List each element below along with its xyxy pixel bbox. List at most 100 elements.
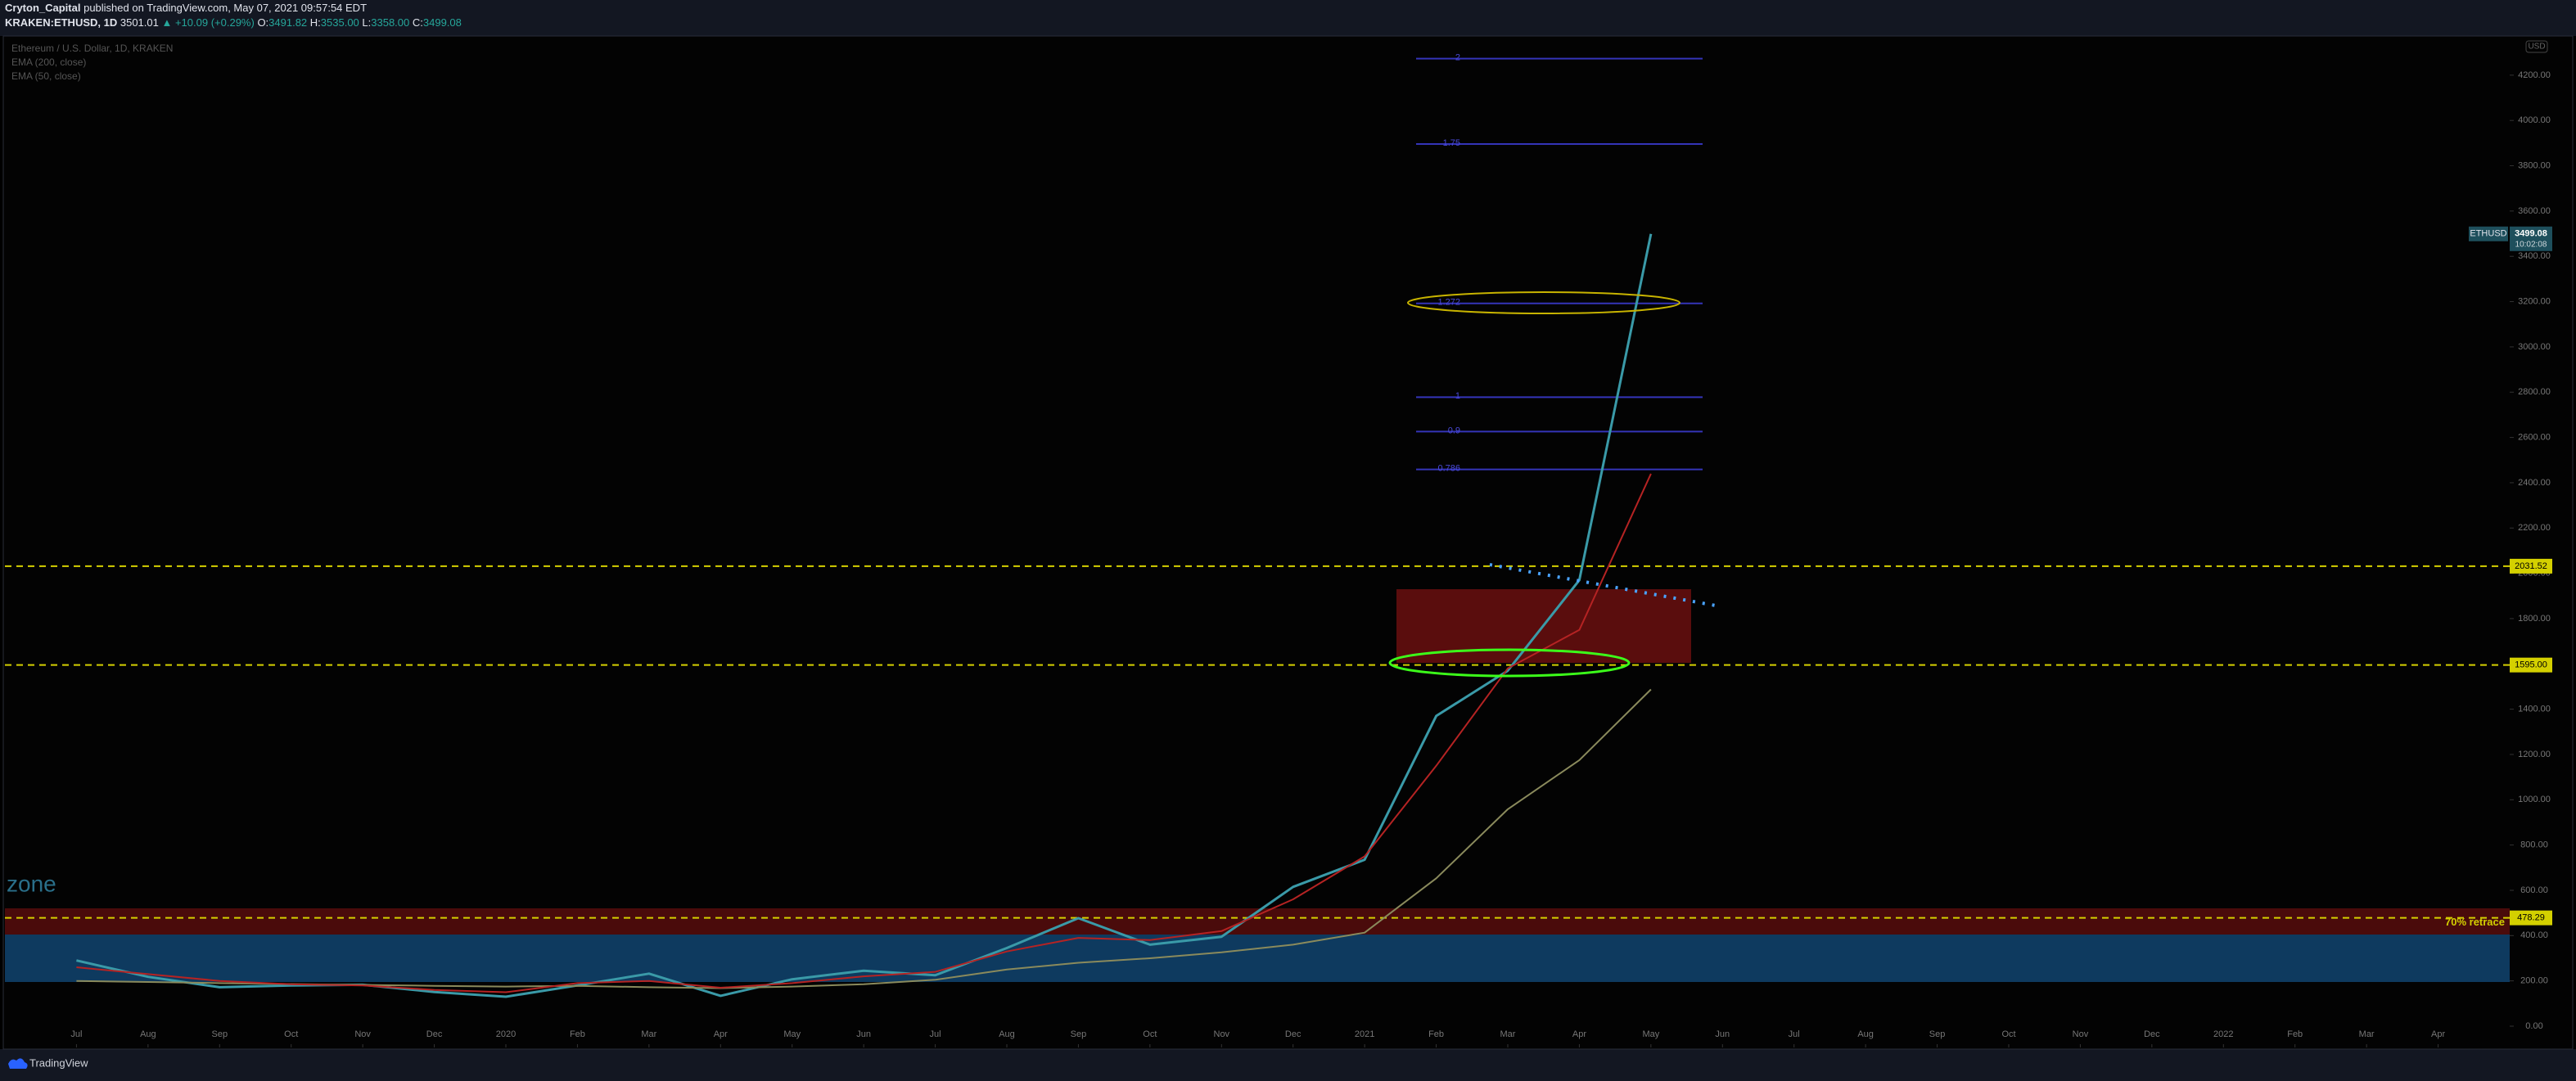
series-line <box>76 473 1652 993</box>
x-tick-label: Jul <box>1789 1029 1800 1039</box>
support-ellipse <box>1388 648 1631 678</box>
x-tick-label: May <box>1642 1029 1659 1039</box>
y-tick-label: 1400.00 <box>2518 705 2551 714</box>
y-tick-label: 3000.00 <box>2518 342 2551 352</box>
y-tick-label: 400.00 <box>2520 930 2548 940</box>
y-tick-label: 4200.00 <box>2518 70 2551 80</box>
x-tick-label: Aug <box>999 1029 1015 1039</box>
x-tick-label: Sep <box>211 1029 228 1039</box>
h-label: H: <box>310 16 321 29</box>
x-tick-label: Oct <box>284 1029 298 1039</box>
published: published on TradingView.com, May 07, 20… <box>83 2 367 14</box>
x-tick-label: 2022 <box>2213 1029 2233 1039</box>
last-price-value: 3499.08 <box>2515 229 2547 239</box>
x-tick-label: Nov <box>2073 1029 2089 1039</box>
header-line-1: Cryton_Capital published on TradingView.… <box>5 2 367 14</box>
x-tick-label: May <box>783 1029 801 1039</box>
y-tick-label: 3600.00 <box>2518 206 2551 216</box>
y-tick-label: 1200.00 <box>2518 750 2551 759</box>
y-tick-label: 3800.00 <box>2518 160 2551 170</box>
plot <box>5 57 2510 998</box>
target-ellipse <box>1407 291 1680 314</box>
y-tick-label: 3200.00 <box>2518 296 2551 306</box>
fib-label: 2 <box>1455 53 1460 63</box>
level-label: 1595.00 <box>2515 660 2547 670</box>
y-tick-label: 2800.00 <box>2518 387 2551 397</box>
chart-pane <box>2 35 2574 1050</box>
last-price-box <box>2510 226 2552 251</box>
x-tick-label: Feb <box>1428 1029 1444 1039</box>
header-line-2: KRAKEN:ETHUSD, 1D 3501.01 ▲ +10.09 (+0.2… <box>5 16 462 29</box>
legend-entry: EMA (50, close) <box>11 70 81 82</box>
currency-box <box>2525 40 2548 53</box>
y-tick-label: 2400.00 <box>2518 478 2551 488</box>
level-box <box>2510 657 2552 673</box>
x-tick-label: Oct <box>1143 1029 1157 1039</box>
last-price-symbol: ETHUSD <box>2470 229 2506 239</box>
x-tick-label: Oct <box>2001 1029 2015 1039</box>
x-tick-label: 2020 <box>496 1029 516 1039</box>
y-tick-label: 2600.00 <box>2518 432 2551 442</box>
x-tick-label: Jul <box>70 1029 82 1039</box>
y-tick-label: 800.00 <box>2520 840 2548 850</box>
brand: TradingView <box>29 1056 88 1069</box>
x-tick-label: Mar <box>1500 1029 1516 1039</box>
x-tick-label: Nov <box>354 1029 371 1039</box>
y-tick-label: 4000.00 <box>2518 115 2551 125</box>
x-tick-label: Apr <box>2431 1029 2445 1039</box>
x-tick-label: Sep <box>1929 1029 1946 1039</box>
y-tick-label: 2200.00 <box>2518 523 2551 533</box>
author: Cryton_Capital <box>5 2 80 14</box>
y-tick-label: 1000.00 <box>2518 795 2551 804</box>
last: 3501.01 <box>120 16 159 29</box>
x-tick-label: Jul <box>930 1029 941 1039</box>
fib-label: 1.272 <box>1437 298 1460 308</box>
x-tick-label: 2021 <box>1355 1029 1374 1039</box>
x-tick-label: Dec <box>1285 1029 1302 1039</box>
level-label: 478.29 <box>2517 913 2545 923</box>
x-tick-label: Nov <box>1214 1029 1230 1039</box>
last-price-countdown: 10:02:08 <box>2515 240 2547 249</box>
footer-bar <box>0 1049 2576 1081</box>
x-tick-label: Feb <box>570 1029 585 1039</box>
x-tick-label: Feb <box>2287 1029 2303 1039</box>
h-value: 3535.00 <box>321 16 359 29</box>
y-tick-label: 1800.00 <box>2518 614 2551 624</box>
change: ▲ +10.09 (+0.29%) <box>161 16 254 29</box>
x-tick-label: Mar <box>641 1029 656 1039</box>
fib-label: 0.786 <box>1437 464 1460 474</box>
level-note: 70% retrace <box>2445 916 2505 928</box>
last-price-symbol-box <box>2469 226 2508 241</box>
o-label: O: <box>257 16 268 29</box>
x-tick-label: Aug <box>140 1029 156 1039</box>
legend-entry: Ethereum / U.S. Dollar, 1D, KRAKEN <box>11 43 173 54</box>
fib-label: 1 <box>1455 391 1460 401</box>
c-value: 3499.08 <box>423 16 462 29</box>
o-value: 3491.82 <box>268 16 307 29</box>
l-label: L: <box>362 16 371 29</box>
zone-label: zone <box>7 871 56 896</box>
level-label: 2031.52 <box>2515 561 2547 571</box>
y-tick-label: 200.00 <box>2520 976 2548 986</box>
x-tick-label: Sep <box>1071 1029 1087 1039</box>
x-tick-label: Apr <box>1572 1029 1586 1039</box>
y-tick-label: 3400.00 <box>2518 251 2551 261</box>
x-tick-label: Mar <box>2359 1029 2375 1039</box>
blue-zone <box>5 935 2510 982</box>
fib-label: 1.75 <box>1443 138 1460 148</box>
currency: USD <box>2528 43 2545 52</box>
header-bar <box>0 0 2576 36</box>
c-label: C: <box>413 16 423 29</box>
symbol: KRAKEN:ETHUSD, 1D <box>5 16 117 29</box>
l-value: 3358.00 <box>371 16 409 29</box>
x-tick-label: Dec <box>2144 1029 2160 1039</box>
x-tick-label: Jun <box>856 1029 871 1039</box>
x-tick-label: Aug <box>1857 1029 1874 1039</box>
x-tick-label: Dec <box>426 1029 443 1039</box>
y-tick-label: 600.00 <box>2520 885 2548 895</box>
x-tick-label: Apr <box>714 1029 728 1039</box>
level-box <box>2510 558 2552 574</box>
y-tick-label: 0.00 <box>2525 1021 2542 1031</box>
